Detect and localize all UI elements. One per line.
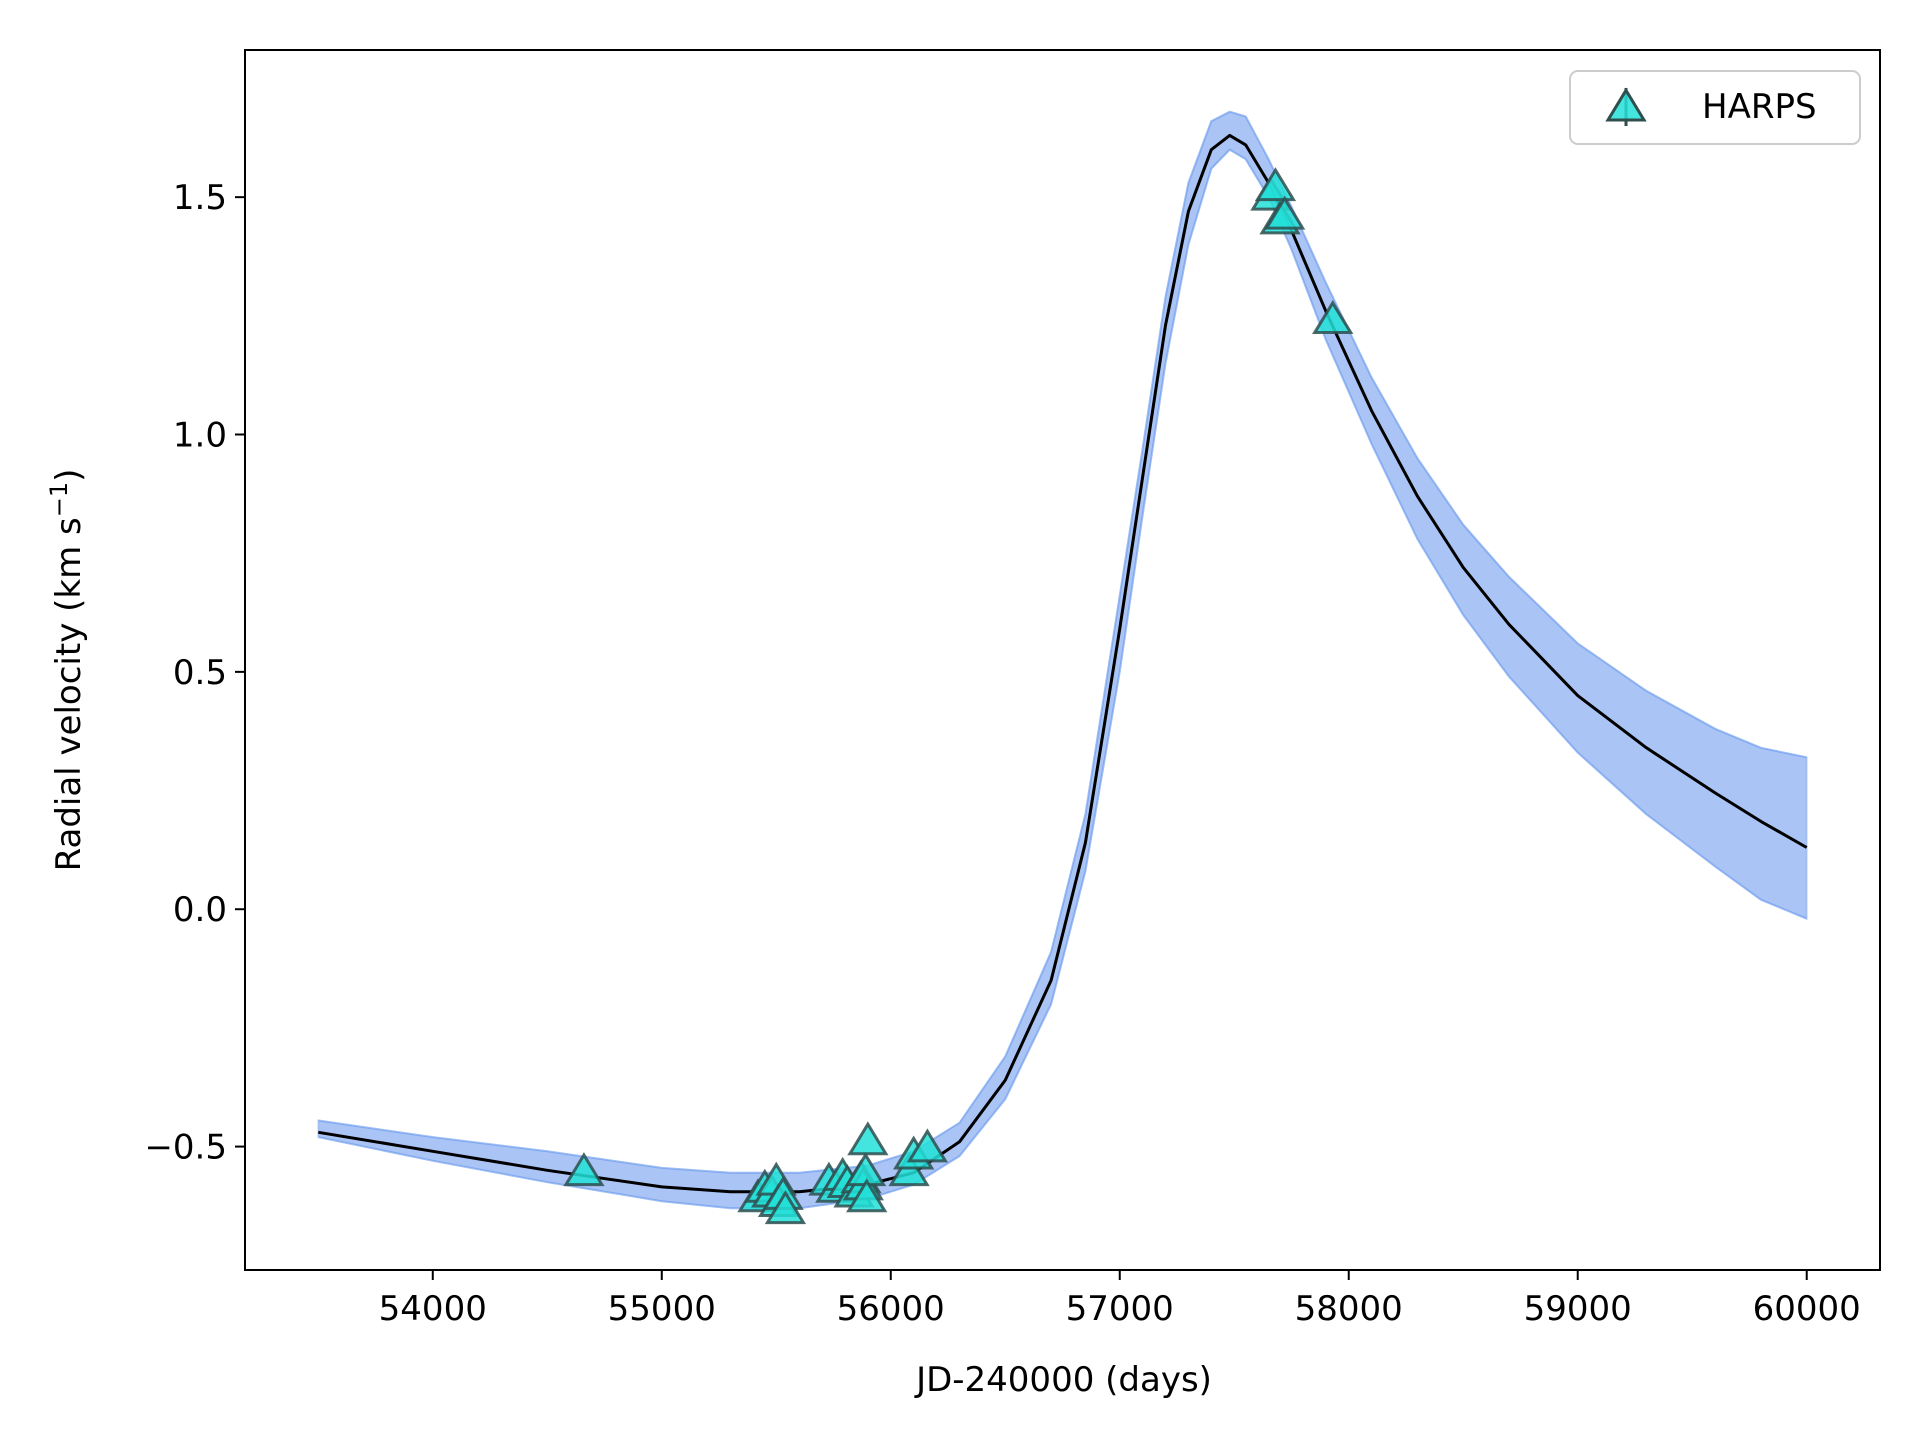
harps-point [1312, 300, 1354, 335]
harps-point [847, 1121, 889, 1156]
x-tick-label: 57000 [1066, 1289, 1174, 1329]
legend-triangle [1605, 87, 1647, 122]
y-tick-label: −0.5 [144, 1128, 227, 1168]
posterior-band-upper-edge [318, 110, 1807, 1174]
harps-point [906, 1128, 949, 1163]
harps-points-layer [563, 167, 1354, 1225]
posterior-band [317, 110, 1808, 1210]
legend: HARPS [1569, 70, 1861, 145]
y-tick-label: 1.5 [173, 178, 227, 218]
y-axis-label-superscript: −1 [45, 482, 73, 517]
posterior-band-layer [317, 110, 1808, 1210]
y-axis-label-close: ) [49, 469, 89, 482]
y-axis-label-main: Radial velocity (km s [49, 517, 89, 871]
best-fit-layer [318, 133, 1808, 1194]
legend-harps-marker [1605, 87, 1647, 126]
harps-point [888, 1152, 930, 1187]
x-axis-ticks: 54000 55000 56000 57000 58000 59000 60000 [379, 1270, 1861, 1329]
x-tick-label: 56000 [837, 1289, 945, 1329]
y-tick-label: 1.0 [173, 416, 227, 456]
y-axis-label: Radial velocity (km s−1) [45, 469, 89, 872]
x-tick-label: 54000 [379, 1289, 487, 1329]
harps-point [563, 1152, 605, 1187]
x-tick-label: 55000 [608, 1289, 716, 1329]
y-tick-label: 0.0 [173, 890, 227, 930]
best-fit-line [318, 133, 1808, 1194]
harps-point [1254, 167, 1297, 202]
harps-point [1263, 195, 1306, 230]
x-axis-label: JD-240000 (days) [914, 1360, 1212, 1400]
x-tick-label: 59000 [1524, 1289, 1632, 1329]
plot-frame [244, 49, 1881, 1271]
legend-box [1569, 70, 1861, 145]
y-tick-label: 0.5 [173, 653, 227, 693]
y-axis-ticks: −0.5 0.0 0.5 1.0 1.5 [144, 178, 245, 1168]
x-tick-label: 60000 [1753, 1289, 1861, 1329]
x-tick-label: 58000 [1295, 1289, 1403, 1329]
legend-harps-label: HARPS [1702, 87, 1817, 127]
harps-point [764, 1190, 807, 1225]
harps-point [846, 1178, 888, 1213]
